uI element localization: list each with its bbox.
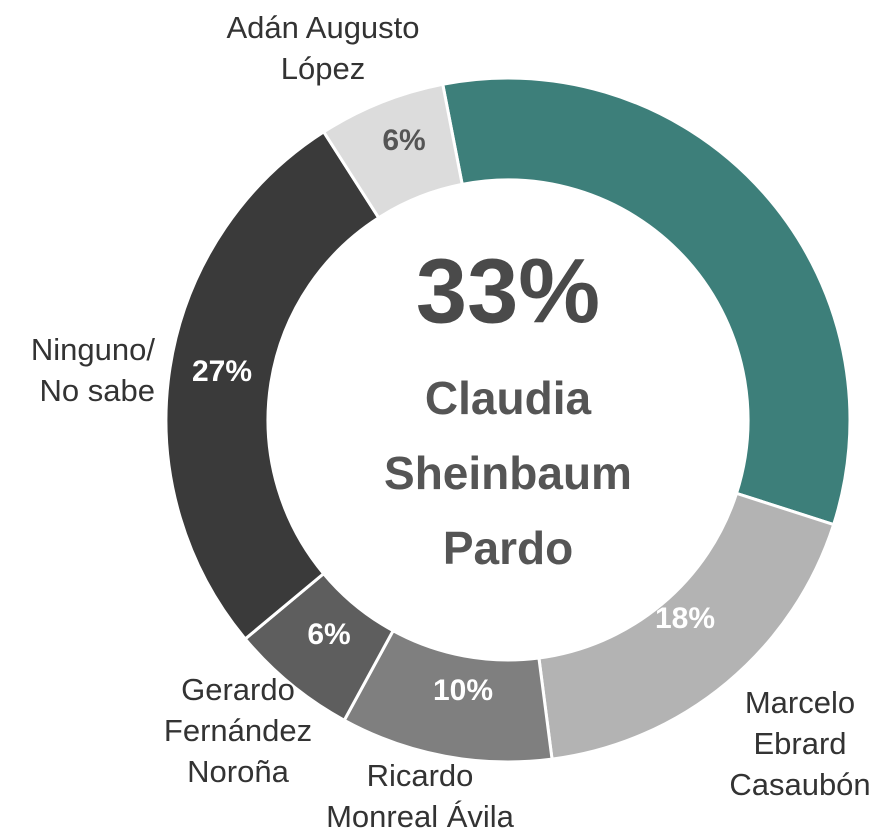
segment-name: Ninguno/No sabe [31, 332, 155, 408]
value-label: 27% [192, 355, 252, 388]
segment-name: Gerardo Fernández Noroña [164, 672, 312, 789]
donut-segment [321, 82, 464, 220]
donut-segment [440, 76, 852, 527]
segment-name: Marcelo Ebrard Casaubón [729, 685, 870, 802]
value-label: 6% [307, 618, 350, 651]
segment-name: Ricardo Monreal Ávila [326, 758, 515, 834]
value-label: 18% [655, 602, 715, 635]
value-label: 6% [382, 124, 425, 157]
segment-name: Adán Augusto López [226, 10, 419, 86]
value-label: 10% [433, 674, 493, 707]
center-name: Claudia Sheinbaum Pardo [384, 372, 632, 574]
center-value: 33% [416, 240, 600, 342]
donut-segment [164, 129, 381, 642]
